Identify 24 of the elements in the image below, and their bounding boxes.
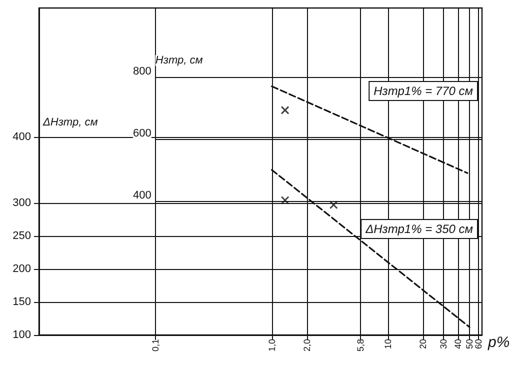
y-tick-label: 200: [12, 262, 31, 275]
y-tick-label: 250: [12, 230, 31, 242]
y2-tick-label: 800: [133, 66, 152, 78]
y-axis-title: ΔHзтр, см: [42, 116, 98, 128]
y2-tick-label: 400: [133, 190, 152, 202]
annotation: Hзтр1% = 770 см: [374, 84, 474, 98]
annotation: ΔHзтр1% = 350 см: [364, 222, 474, 236]
x-tick-label: 2,0: [302, 339, 312, 352]
x-tick-label: 60: [474, 339, 484, 350]
y2-axis-title: Hзтр, см: [155, 54, 204, 67]
x-tick-label: 40: [453, 339, 464, 350]
y-tick-label: 100: [12, 329, 31, 341]
x-tick-label: 1,0: [266, 339, 277, 352]
y2-tick-label: 600: [133, 128, 152, 140]
y-tick-label: 150: [12, 296, 31, 308]
y-tick-label: 400: [12, 130, 31, 143]
x-tick-label: 0,1: [150, 339, 160, 352]
x-tick-label: 50: [464, 339, 475, 350]
y-tick-label: 300: [12, 196, 31, 209]
x-tick-label: 30: [438, 339, 449, 350]
x-tick-label: 20: [418, 339, 428, 350]
x-axis-title: p%: [487, 334, 510, 351]
x-tick-label: 5,8: [356, 339, 366, 352]
x-tick-label: 10: [383, 339, 394, 350]
